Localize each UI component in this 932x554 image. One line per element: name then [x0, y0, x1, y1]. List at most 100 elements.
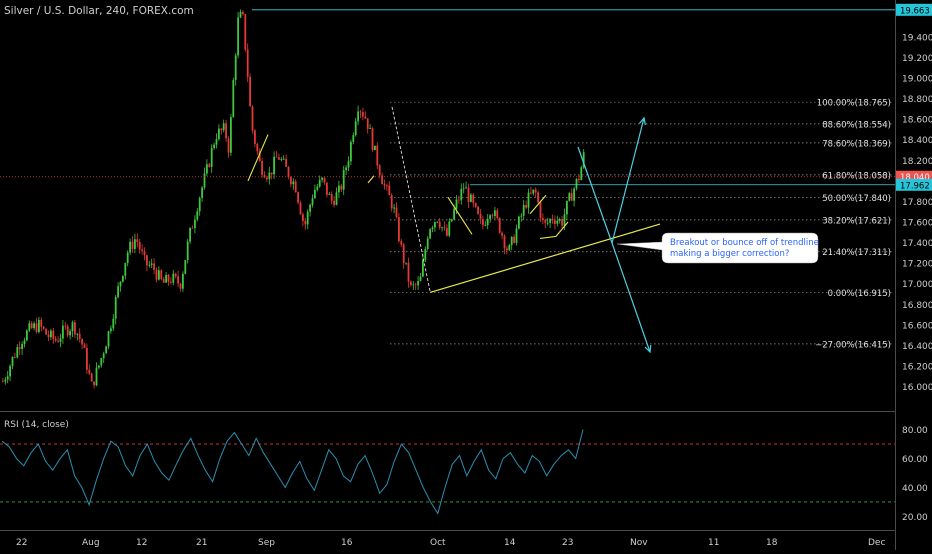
candle-body — [494, 210, 496, 217]
candle-body — [285, 158, 287, 167]
candle-body — [362, 112, 364, 117]
price-tick-label: 18.800 — [902, 95, 932, 105]
candle-body — [302, 214, 304, 222]
candle-body — [335, 192, 338, 205]
candle-body — [578, 178, 580, 181]
price-tag-box — [896, 178, 932, 191]
rsi-pane[interactable]: 20.00 40.00 60.00 80.00 — [0, 426, 928, 523]
drawings-layer[interactable] — [0, 9, 895, 354]
candle-body — [580, 167, 583, 181]
candle-body — [196, 211, 199, 220]
candle-body — [122, 275, 124, 282]
candle-body — [374, 145, 376, 151]
candle-body — [354, 121, 357, 136]
candle-body — [28, 323, 31, 331]
candle-body — [230, 117, 232, 153]
candle-body — [86, 347, 88, 370]
time-tick-label: 11 — [708, 538, 719, 548]
price-tick-label: 17.200 — [902, 260, 932, 270]
candle-body — [256, 143, 259, 152]
candle-body — [405, 262, 407, 264]
candle-body — [47, 334, 50, 338]
candle-body — [462, 188, 465, 190]
candle-body — [119, 281, 122, 287]
candle-body — [537, 192, 539, 203]
candle-body — [306, 211, 309, 225]
candlestick-series[interactable] — [2, 9, 585, 389]
pattern-line — [247, 134, 269, 182]
candle-body — [287, 166, 290, 178]
candle-body — [323, 177, 326, 183]
candle-body — [206, 164, 208, 174]
time-tick-label: 12 — [136, 538, 147, 548]
price-tick-label: 19.000 — [902, 75, 932, 85]
candle-body — [352, 135, 355, 142]
breakout-arrow-head — [639, 116, 646, 125]
candle-body — [338, 185, 340, 193]
annotation-callout[interactable]: Breakout or bounce off of trendline maki… — [616, 232, 819, 264]
fibonacci-retracement[interactable]: 100.00%(18.765) 88.60%(18.554) 78.60%(18.3… — [390, 99, 894, 351]
candle-body — [93, 381, 95, 386]
candle-body — [105, 346, 107, 354]
candle-body — [357, 111, 359, 122]
candle-body — [566, 200, 568, 215]
candle-body — [246, 49, 249, 77]
candle-body — [107, 331, 110, 347]
chart-title: Silver / U.S. Dollar, 240, FOREX.com — [4, 5, 194, 17]
candle-body — [496, 210, 499, 218]
candle-body — [549, 219, 551, 223]
candle-body — [556, 220, 559, 224]
candle-body — [177, 276, 179, 284]
candle-body — [16, 347, 19, 358]
time-tick-label: Sep — [258, 538, 275, 548]
candle-body — [467, 187, 470, 202]
candle-body — [110, 328, 112, 332]
candle-body — [366, 118, 369, 129]
time-tick-label: Dec — [868, 538, 885, 548]
candle-body — [330, 194, 333, 201]
candle-body — [465, 187, 467, 189]
candle-body — [460, 188, 463, 201]
candle-body — [318, 179, 321, 187]
pattern-line — [539, 221, 569, 240]
candle-body — [400, 241, 403, 245]
candle-body — [261, 161, 263, 175]
candle-body — [249, 76, 251, 107]
candle-body — [422, 259, 424, 277]
price-tick-label: 19.400 — [902, 33, 932, 43]
candle-body — [184, 260, 187, 274]
time-tick-label: Aug — [82, 538, 100, 548]
fib-level-label: −27.00%(16.415) — [815, 340, 891, 350]
candle-body — [179, 283, 182, 289]
candle-body — [527, 192, 530, 208]
candle-body — [40, 319, 43, 327]
candle-body — [582, 152, 585, 168]
candle-body — [237, 17, 239, 56]
candle-body — [45, 328, 47, 335]
candle-body — [136, 239, 139, 242]
candle-body — [102, 353, 105, 359]
candle-body — [381, 175, 383, 185]
candle-body — [141, 249, 143, 252]
candle-body — [23, 340, 26, 345]
candle-body — [78, 333, 81, 340]
price-tag-label: 18.040 — [900, 173, 930, 183]
candle-body — [498, 217, 501, 233]
candle-body — [369, 128, 371, 129]
projection-path — [577, 146, 613, 244]
breakout-arrow — [611, 117, 645, 244]
price-tick-label: 16.800 — [902, 301, 932, 311]
fib-level-label: 0.00%(16.915) — [828, 289, 891, 299]
time-axis[interactable]: 22 Aug 12 21 Sep 16 Oct 14 23 Nov 11 18 Dec — [16, 538, 885, 548]
candle-body — [14, 356, 16, 358]
candle-body — [568, 193, 571, 201]
price-tag-label: 17.962 — [900, 181, 930, 191]
candle-body — [33, 323, 35, 329]
breakdown-arrow-head — [644, 344, 652, 354]
candle-body — [160, 270, 163, 279]
candle-body — [66, 326, 69, 336]
candle-body — [153, 263, 155, 270]
candle-body — [575, 178, 578, 189]
